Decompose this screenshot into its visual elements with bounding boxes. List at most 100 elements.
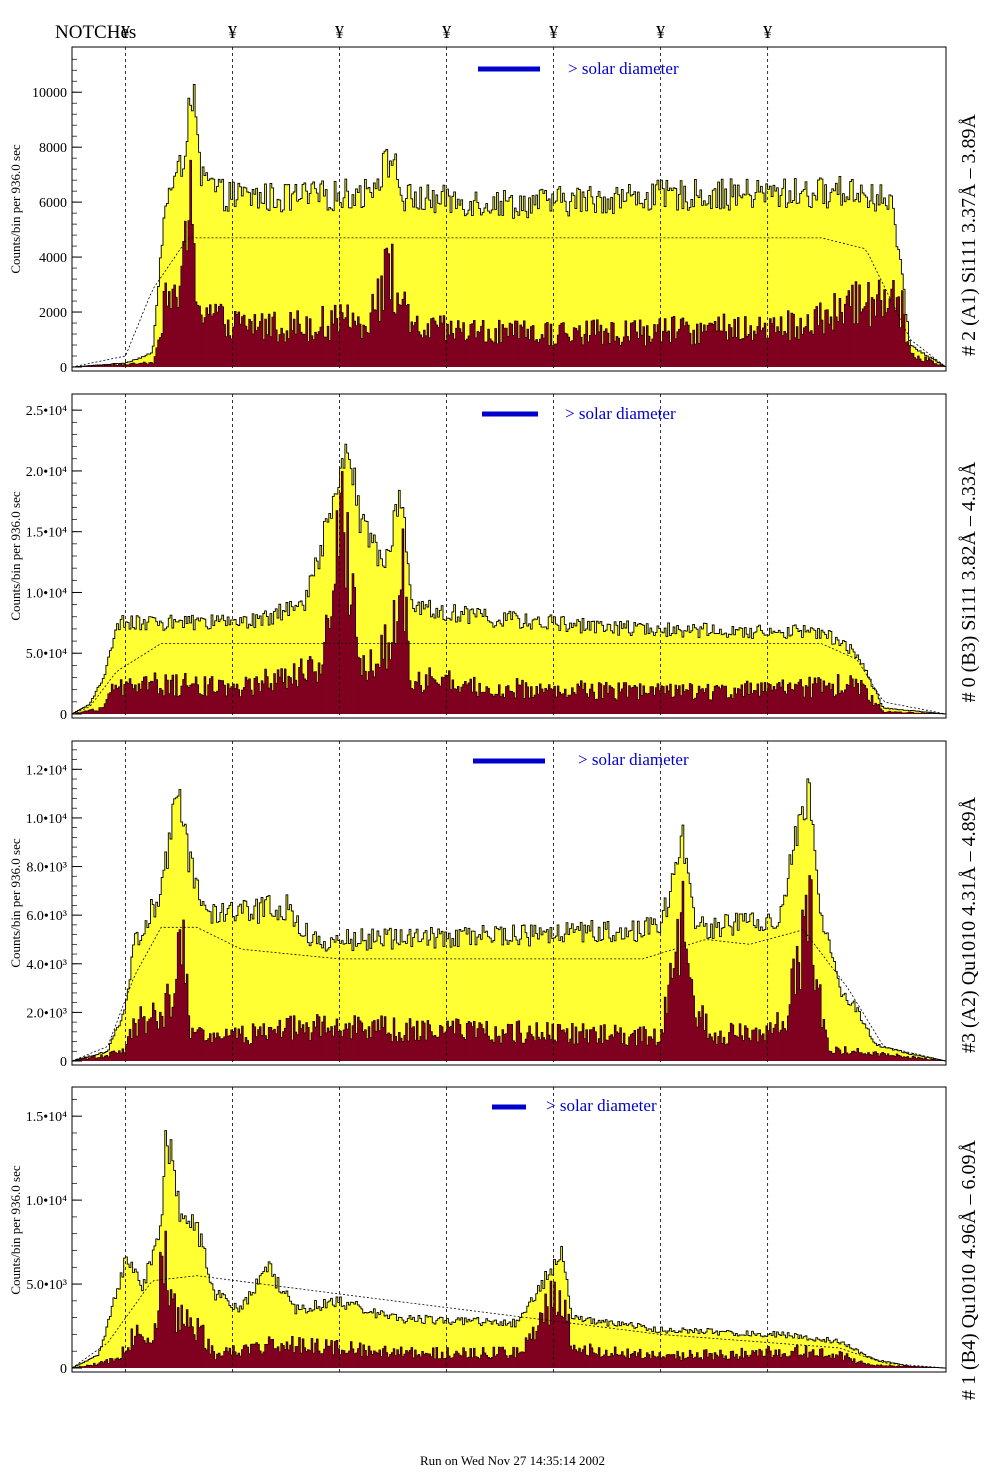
- line-count-bar: [664, 996, 667, 1061]
- total-count-bar: [318, 1306, 321, 1368]
- total-count-bar: [890, 1048, 893, 1061]
- total-count-bar: [885, 1047, 888, 1061]
- total-count-bar: [517, 215, 521, 367]
- line-count-bar: [853, 323, 856, 367]
- line-count-bar: [655, 1357, 658, 1368]
- total-count-bar: [357, 1304, 360, 1368]
- total-count-bar: [764, 1335, 767, 1368]
- line-count-bar: [544, 688, 547, 714]
- line-count-bar: [159, 1012, 162, 1061]
- line-count-bar: [578, 325, 581, 367]
- total-count-bar: [312, 575, 315, 714]
- total-count-bar: [533, 618, 537, 714]
- total-count-bar: [371, 542, 374, 714]
- line-count-bar: [756, 326, 760, 367]
- total-count-bar: [287, 615, 290, 714]
- total-count-bar: [680, 180, 683, 367]
- line-count-bar: [828, 1050, 831, 1061]
- line-count-bar: [327, 326, 330, 367]
- total-count-bar: [95, 691, 98, 714]
- line-count-bar: [505, 1355, 508, 1368]
- line-count-bar: [553, 1039, 556, 1061]
- total-count-bar: [708, 633, 711, 714]
- total-count-bar: [414, 1321, 417, 1368]
- total-count-bar: [501, 626, 505, 714]
- line-count-bar: [298, 1020, 301, 1061]
- total-count-bar: [443, 185, 446, 367]
- notch-marker: ¥: [442, 22, 451, 42]
- total-count-bar: [573, 1318, 576, 1368]
- line-count-bar: [498, 684, 501, 714]
- line-count-bar: [280, 668, 283, 714]
- line-count-bar: [699, 1017, 703, 1061]
- line-count-bar: [148, 1342, 151, 1368]
- total-count-bar: [762, 193, 765, 367]
- total-count-bar: [614, 940, 617, 1061]
- total-count-bar: [737, 1335, 740, 1368]
- total-count-bar: [268, 895, 271, 1061]
- line-count-bar: [432, 317, 435, 367]
- line-count-bar: [785, 1030, 788, 1061]
- total-count-bar: [225, 625, 228, 714]
- line-count-bar: [701, 1359, 704, 1368]
- total-count-bar: [585, 628, 588, 714]
- total-count-bar: [714, 633, 717, 714]
- total-count-bar: [130, 615, 134, 714]
- line-count-bar: [551, 1307, 554, 1368]
- line-count-bar: [294, 333, 298, 367]
- line-count-bar: [293, 1015, 296, 1061]
- total-count-bar: [177, 1191, 180, 1368]
- total-count-bar: [482, 925, 485, 1061]
- total-count-bar: [396, 516, 399, 714]
- total-count-bar: [360, 518, 364, 714]
- total-count-bar: [303, 183, 307, 367]
- line-count-bar: [712, 324, 715, 367]
- line-count-bar: [803, 697, 806, 714]
- line-count-bar: [521, 1351, 524, 1368]
- total-count-bar: [603, 631, 606, 714]
- line-count-bar: [660, 1029, 663, 1061]
- line-count-bar: [812, 334, 815, 367]
- line-count-bar: [428, 1024, 431, 1061]
- line-count-bar: [239, 696, 242, 714]
- total-count-bar: [139, 629, 142, 714]
- line-count-bar: [803, 1353, 806, 1368]
- total-count-bar: [134, 933, 137, 1061]
- line-count-bar: [389, 299, 392, 367]
- total-count-bar: [797, 202, 801, 367]
- total-count-bar: [253, 194, 257, 367]
- total-count-bar: [740, 628, 744, 714]
- total-count-bar: [296, 915, 299, 1061]
- line-count-bar: [466, 1023, 469, 1061]
- line-count-bar: [758, 1029, 761, 1061]
- total-count-bar: [605, 212, 608, 367]
- total-count-bar: [550, 210, 553, 367]
- total-count-bar: [494, 926, 497, 1061]
- total-count-bar: [591, 196, 594, 367]
- total-count-bar: [225, 206, 228, 367]
- line-count-bar: [123, 684, 126, 714]
- line-count-bar: [890, 1365, 893, 1368]
- total-count-bar: [494, 1320, 497, 1368]
- line-count-bar: [744, 683, 747, 714]
- total-count-bar: [184, 824, 187, 1061]
- total-count-bar: [96, 687, 100, 714]
- line-count-bar: [369, 312, 373, 367]
- line-count-bar: [298, 1337, 301, 1368]
- total-count-bar: [164, 628, 167, 714]
- line-count-bar: [143, 676, 146, 714]
- total-count-bar: [86, 705, 89, 714]
- total-count-bar: [730, 1331, 733, 1368]
- line-count-bar: [443, 1033, 446, 1061]
- total-count-bar: [607, 1325, 610, 1368]
- line-count-bar: [98, 707, 101, 714]
- total-count-bar: [462, 209, 465, 367]
- line-count-bar: [632, 1033, 635, 1061]
- line-count-bar: [512, 335, 515, 367]
- total-count-bar: [830, 631, 833, 714]
- line-count-bar: [394, 314, 398, 367]
- total-count-bar: [835, 183, 838, 367]
- line-count-bar: [826, 309, 829, 367]
- y-tick-label: 0: [60, 708, 67, 723]
- total-count-bar: [384, 929, 387, 1061]
